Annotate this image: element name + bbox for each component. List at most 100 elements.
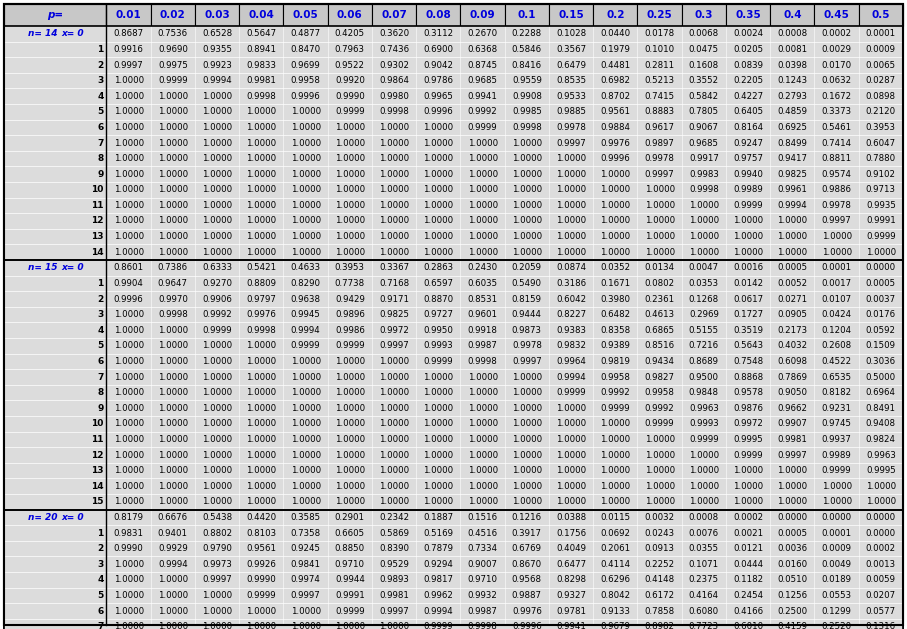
Bar bbox=[682, 369, 726, 385]
Bar bbox=[549, 307, 593, 323]
Text: 0.8870: 0.8870 bbox=[424, 294, 454, 304]
Bar bbox=[770, 120, 814, 135]
Bar bbox=[726, 89, 770, 104]
Bar bbox=[239, 587, 284, 603]
Text: 0.6535: 0.6535 bbox=[822, 372, 852, 382]
Text: 1.0000: 1.0000 bbox=[247, 357, 277, 366]
Bar bbox=[416, 42, 461, 57]
Text: 0.8531: 0.8531 bbox=[467, 294, 498, 304]
Bar bbox=[151, 4, 195, 26]
Bar bbox=[327, 494, 372, 509]
Text: 0.35: 0.35 bbox=[736, 10, 761, 20]
Bar bbox=[593, 104, 638, 120]
Text: 1.0000: 1.0000 bbox=[424, 186, 454, 194]
Text: 1.0000: 1.0000 bbox=[202, 420, 232, 428]
Bar bbox=[549, 479, 593, 494]
Text: 0.2120: 0.2120 bbox=[866, 108, 896, 116]
Bar bbox=[814, 182, 859, 198]
Bar bbox=[327, 557, 372, 572]
Bar bbox=[814, 245, 859, 260]
Bar bbox=[4, 276, 106, 291]
Text: 0.6405: 0.6405 bbox=[733, 108, 763, 116]
Bar bbox=[593, 509, 638, 525]
Bar bbox=[638, 167, 682, 182]
Bar bbox=[682, 245, 726, 260]
Bar bbox=[106, 509, 151, 525]
Text: 1.0000: 1.0000 bbox=[113, 216, 143, 226]
Text: 0.9444: 0.9444 bbox=[512, 310, 541, 319]
Bar bbox=[416, 291, 461, 307]
Text: 0.9945: 0.9945 bbox=[290, 310, 320, 319]
Text: 0.9997: 0.9997 bbox=[379, 606, 409, 616]
Bar bbox=[284, 587, 327, 603]
Text: 0.8601: 0.8601 bbox=[113, 264, 143, 272]
Text: 0.7168: 0.7168 bbox=[379, 279, 409, 288]
Bar bbox=[814, 323, 859, 338]
Text: 6: 6 bbox=[97, 357, 103, 366]
Bar bbox=[504, 557, 549, 572]
Text: 0.9972: 0.9972 bbox=[379, 326, 409, 335]
Text: 0.8290: 0.8290 bbox=[290, 279, 320, 288]
Bar bbox=[504, 541, 549, 557]
Bar bbox=[327, 572, 372, 587]
Bar bbox=[372, 26, 416, 42]
Bar bbox=[151, 587, 195, 603]
Text: 3: 3 bbox=[97, 310, 103, 319]
Bar bbox=[814, 369, 859, 385]
Text: 0.8982: 0.8982 bbox=[645, 622, 675, 629]
Text: 1.0000: 1.0000 bbox=[733, 248, 763, 257]
Text: 1.0000: 1.0000 bbox=[600, 482, 630, 491]
Text: 0.4633: 0.4633 bbox=[290, 264, 321, 272]
Bar bbox=[859, 401, 903, 416]
Text: 1.0000: 1.0000 bbox=[158, 342, 188, 350]
Bar bbox=[4, 229, 106, 245]
Bar bbox=[284, 151, 327, 167]
Bar bbox=[151, 151, 195, 167]
Text: 0.0008: 0.0008 bbox=[688, 513, 719, 522]
Text: 0.9990: 0.9990 bbox=[113, 544, 143, 553]
Text: 0.0243: 0.0243 bbox=[645, 528, 675, 538]
Bar bbox=[284, 494, 327, 509]
Text: 1.0000: 1.0000 bbox=[202, 482, 232, 491]
Bar bbox=[726, 73, 770, 89]
Text: 0.9996: 0.9996 bbox=[512, 622, 541, 629]
Bar bbox=[682, 572, 726, 587]
Bar bbox=[4, 151, 106, 167]
Bar bbox=[593, 198, 638, 213]
Bar bbox=[726, 245, 770, 260]
Bar bbox=[770, 479, 814, 494]
Bar bbox=[4, 479, 106, 494]
Bar bbox=[195, 619, 239, 629]
Text: 0.9885: 0.9885 bbox=[556, 108, 586, 116]
Bar bbox=[239, 494, 284, 509]
Text: 0.9578: 0.9578 bbox=[733, 388, 763, 397]
Bar bbox=[4, 557, 106, 572]
Text: 0.2375: 0.2375 bbox=[688, 576, 719, 584]
Bar bbox=[549, 167, 593, 182]
Text: 1.0000: 1.0000 bbox=[158, 154, 188, 163]
Text: 0.9976: 0.9976 bbox=[600, 138, 630, 147]
Bar bbox=[682, 26, 726, 42]
Bar bbox=[416, 603, 461, 619]
Bar bbox=[770, 509, 814, 525]
Bar bbox=[239, 369, 284, 385]
Bar bbox=[593, 245, 638, 260]
Text: 0.9797: 0.9797 bbox=[247, 294, 277, 304]
Bar bbox=[682, 260, 726, 276]
Bar bbox=[284, 73, 327, 89]
Text: 0.0898: 0.0898 bbox=[866, 92, 896, 101]
Text: 0.3367: 0.3367 bbox=[379, 264, 409, 272]
Bar bbox=[327, 135, 372, 151]
Bar bbox=[372, 494, 416, 509]
Text: 1.0000: 1.0000 bbox=[424, 466, 454, 475]
Text: 0.7879: 0.7879 bbox=[424, 544, 454, 553]
Bar bbox=[106, 260, 151, 276]
Text: 0.0047: 0.0047 bbox=[688, 264, 719, 272]
Text: 0.2969: 0.2969 bbox=[689, 310, 719, 319]
Bar bbox=[593, 4, 638, 26]
Bar bbox=[770, 151, 814, 167]
Text: 0.0692: 0.0692 bbox=[600, 528, 630, 538]
Bar bbox=[770, 198, 814, 213]
Bar bbox=[593, 73, 638, 89]
Bar bbox=[461, 509, 504, 525]
